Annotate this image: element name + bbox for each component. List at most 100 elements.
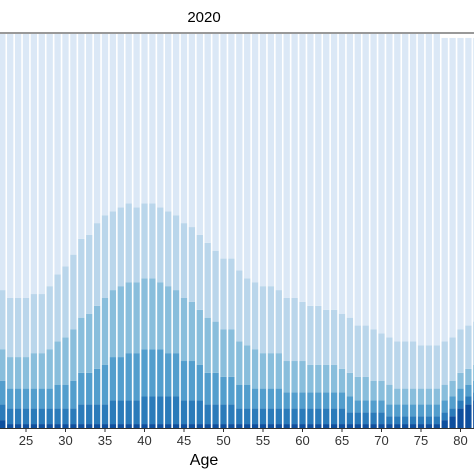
bar-segment-age-36-level-6 [109,34,117,212]
bar-segment-age-44-level-3 [172,353,180,397]
bar-segment-age-40-level-1 [141,424,148,428]
bar-segment-age-75-level-1 [417,424,425,428]
bar-segment-age-69-level-1 [370,424,377,428]
bar-segment-age-36-level-2 [109,400,117,425]
bar-segment-age-49-level-4 [212,321,219,373]
bar-segment-age-64-level-6 [330,34,338,310]
bar-segment-age-66-level-1 [346,424,354,428]
bar-segment-age-24-level-2 [14,408,22,425]
bar-segment-age-55-level-4 [259,353,267,389]
bar-segment-age-64-level-5 [330,309,338,365]
bar-segment-age-35-level-1 [101,424,109,428]
bar-segment-age-46-level-6 [188,34,196,228]
bar-segment-age-49-level-1 [212,424,219,428]
bar-segment-age-33-level-3 [86,372,93,405]
bar-segment-age-67-level-3 [354,400,361,413]
bar-segment-age-44-level-1 [172,424,180,428]
bar-segment-age-80-level-2 [457,400,464,409]
bar-segment-age-27-level-5 [38,294,45,354]
bar-segment-age-55-level-1 [259,424,267,428]
bar-segment-age-44-level-6 [172,34,180,216]
bar-segment-age-58-level-6 [283,34,290,298]
bar-segment-age-81-level-1 [465,404,472,428]
bar-segment-age-71-level-2 [386,416,393,425]
bar-segment-age-38-level-5 [125,203,132,283]
bar-segment-age-76-level-5 [425,345,433,389]
bar-segment-age-47-level-6 [196,34,203,235]
bar-segment-age-62-level-3 [315,392,322,409]
bar-segment-age-50-level-6 [220,34,227,259]
bar-segment-age-46-level-5 [188,227,196,302]
bar-segment-age-74-level-2 [409,416,417,425]
bar-segment-age-47-level-4 [196,309,203,365]
bar-segment-age-81-level-5 [465,325,472,369]
bar-segment-age-71-level-3 [386,404,393,417]
bar-segment-age-76-level-4 [425,388,433,405]
bar-segment-age-66-level-6 [346,34,354,318]
bar-segment-age-48-level-4 [204,317,211,373]
bar-segment-age-60-level-2 [299,408,306,425]
bar-segment-age-44-level-2 [172,396,180,425]
bar-segment-age-29-level-6 [54,34,61,275]
bar-segment-age-75-level-6 [417,34,425,346]
bar-segment-age-72-level-3 [394,404,401,417]
bar-segment-age-56-level-1 [267,424,275,428]
bar-segment-age-65-level-3 [338,392,346,409]
bar-segment-age-37-level-6 [117,34,124,208]
bar-segment-age-59-level-3 [291,392,298,409]
bar-segment-age-26-level-3 [30,388,38,409]
bar-segment-age-78-level-2 [441,412,448,421]
bar-segment-age-62-level-2 [315,408,322,425]
bar-segment-age-64-level-3 [330,392,338,409]
x-tick-label: 55 [256,433,270,448]
bar-segment-age-52-level-4 [236,341,243,385]
bar-segment-age-22-level-6 [0,34,6,291]
bar-segment-age-24-level-4 [14,357,22,389]
x-axis-title: Age [190,452,219,469]
bar-segment-age-80-level-6 [457,37,464,330]
strip-title: 2020 [187,9,220,26]
bar-segment-age-56-level-5 [267,286,275,354]
bar-segment-age-33-level-2 [86,404,93,425]
bar-segment-age-75-level-4 [417,388,425,405]
bar-segment-age-34-level-4 [93,305,101,369]
bar-segment-age-57-level-4 [275,353,282,389]
bar-segment-age-58-level-3 [283,392,290,409]
bar-segment-age-33-level-4 [86,313,93,373]
bar-segment-age-31-level-1 [70,424,77,428]
bar-segment-age-73-level-2 [402,416,409,425]
bar-segment-age-34-level-2 [93,404,101,425]
bar-segment-age-59-level-6 [291,34,298,298]
bar-segment-age-62-level-1 [315,424,322,428]
bar-segment-age-26-level-5 [30,294,38,354]
bar-segment-age-31-level-3 [70,380,77,409]
bar-segment-age-29-level-1 [54,424,61,428]
bar-segment-age-37-level-5 [117,207,124,287]
x-tick-label: 65 [335,433,349,448]
bar-segment-age-69-level-5 [370,329,377,381]
bar-segment-age-68-level-2 [362,412,369,425]
bar-segment-age-41-level-3 [149,349,156,397]
bar-segment-age-69-level-2 [370,412,377,425]
bar-segment-age-66-level-3 [346,396,354,413]
x-tick-label: 70 [374,433,388,448]
bar-segment-age-63-level-5 [323,309,330,365]
bar-segment-age-56-level-4 [267,353,275,389]
bar-segment-age-28-level-3 [46,388,53,409]
bar-segment-age-35-level-6 [101,34,109,216]
bar-segment-age-52-level-3 [236,384,243,409]
bar-segment-age-61-level-6 [307,34,314,306]
bar-segment-age-23-level-4 [7,357,14,389]
bar-segment-age-27-level-3 [38,388,45,409]
bar-segment-age-53-level-1 [244,424,251,428]
bar-segment-age-29-level-2 [54,408,61,425]
bar-segment-age-76-level-3 [425,404,433,417]
bar-segment-age-24-level-1 [14,424,22,428]
bar-segment-age-63-level-6 [323,34,330,310]
bar-segment-age-36-level-1 [109,424,117,428]
x-tick-label: 50 [216,433,230,448]
bar-segment-age-36-level-5 [109,211,117,291]
bar-segment-age-54-level-1 [251,424,259,428]
bar-segment-age-53-level-3 [244,384,251,409]
bar-segment-age-32-level-1 [78,424,85,428]
